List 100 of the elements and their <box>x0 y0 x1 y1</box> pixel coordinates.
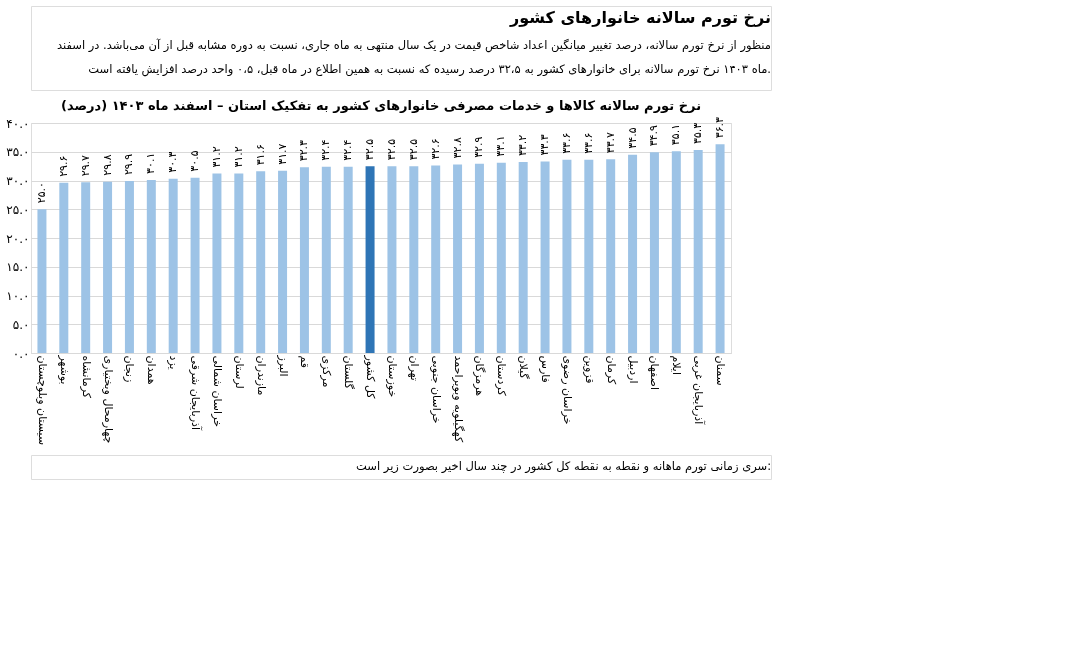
x-tick-label: ایلام <box>670 355 684 375</box>
bar <box>299 167 309 353</box>
data-label: ۳۳.۲ <box>516 134 530 157</box>
y-tick-label: ۱۰.۰ <box>6 289 30 303</box>
chart-subtitle: نرخ تورم سالانه کالاها و خدمات مصرفی خانوارهای کشور به تفکیک استان – اسفند ماه ۱۴۰۳ (درصد) <box>60 98 702 114</box>
data-label: ۳۰.۱ <box>144 152 158 174</box>
y-tick-label: ۰.۰ <box>12 346 30 361</box>
x-tick-label: قم <box>298 355 312 369</box>
data-label: ۳۴.۵ <box>625 127 639 149</box>
data-label: ۳۱.۲ <box>231 146 245 168</box>
x-tick-label: سیستان وبلوچستان <box>35 355 49 446</box>
data-label: ۳۱.۷ <box>275 143 289 165</box>
x-tick-label: لرستان <box>232 355 246 389</box>
data-label: ۳۳.۷ <box>603 131 617 154</box>
bar <box>365 166 375 353</box>
x-tick-label: هرمزگان <box>473 355 487 397</box>
bar <box>453 164 463 353</box>
data-label: ۲۵.۰ <box>34 182 48 204</box>
data-label: ۳۳.۶ <box>559 132 573 154</box>
data-label: ۳۲.۸ <box>450 137 464 159</box>
data-label: ۳۲.۶ <box>428 138 442 160</box>
x-tick-label: بوشهر <box>57 354 71 385</box>
bar <box>649 152 659 353</box>
x-tick-label: کهگیلویه وبویراحمد <box>451 355 465 443</box>
y-tick-label: ۵.۰ <box>12 317 30 332</box>
bar <box>431 165 441 353</box>
y-tick-label: ۴۰.۰ <box>6 116 30 131</box>
x-tick-label: سمنان <box>714 355 728 386</box>
x-tick-label: مرکزی <box>320 355 334 388</box>
y-tick-label: ۳۵.۰ <box>6 145 30 160</box>
bar <box>715 144 725 353</box>
x-tick-label: اردبیل <box>626 355 640 384</box>
bar <box>212 173 222 353</box>
text: سری زمانی تورم ماهانه و نقطه به نقطه کل کشور در چند سال اخیر بصورت زیر است: <box>356 459 771 474</box>
x-tick-label: البرز <box>276 354 290 377</box>
y-tick-label: ۲۵.۰ <box>6 202 30 217</box>
x-tick-label: کردستان <box>495 355 509 397</box>
data-label: ۳۰.۵ <box>188 150 202 172</box>
x-tick-label: تهران <box>407 355 421 381</box>
bar <box>693 150 703 353</box>
bar <box>628 154 638 353</box>
bar <box>584 159 594 353</box>
data-label: ۳۲.۹ <box>472 136 486 158</box>
bar <box>103 181 113 353</box>
data-label: ۳۲.۵ <box>363 138 377 161</box>
x-tick-label: کل کشور <box>364 354 378 400</box>
data-label: ۳۱.۶ <box>253 144 267 166</box>
data-label: ۳۵.۳ <box>691 122 705 145</box>
bar <box>168 178 178 353</box>
data-label: ۲۹.۷ <box>78 154 92 177</box>
x-tick-label: اصفهان <box>648 355 662 390</box>
bar <box>562 159 572 353</box>
chart-title: نرخ تورم سالانه خانوارهای کشور <box>509 8 771 27</box>
data-label: ۳۳.۶ <box>581 132 595 154</box>
data-label: ۳۲.۵ <box>406 138 420 161</box>
bar <box>81 182 91 353</box>
x-tick-label: آذربایجان غربی <box>692 355 707 426</box>
bar <box>387 166 397 353</box>
bar <box>606 159 616 353</box>
x-tick-label: کرمانشاه <box>79 355 93 399</box>
data-label: ۳۱.۲ <box>209 146 223 168</box>
x-tick-label: خوزستان <box>385 355 399 398</box>
data-label: ۳۲.۴ <box>341 139 355 161</box>
x-tick-label: مازندران <box>254 355 268 396</box>
bar <box>474 163 484 353</box>
data-label: ۲۹.۸ <box>100 154 114 176</box>
data-label: ۲۹.۶ <box>56 155 70 177</box>
bar <box>321 166 331 353</box>
x-tick-label: آذربایجان شرقی <box>189 355 204 431</box>
x-tick-label: خراسان شمالی <box>210 355 224 428</box>
x-tick-label: چهارمحال وبختیاری <box>101 355 115 444</box>
x-tick-label: همدان <box>145 355 159 385</box>
bar <box>124 181 134 353</box>
text: منظور از نرخ تورم سالانه، درصد تغییر میانگین اعداد شاخص قیمت در یک سال منتهی به ماه جاری، نسبت به دوره مشابه قبل از آن می‌باشد. در اسفند <box>56 38 771 53</box>
x-tick-label: قزوین <box>582 355 596 384</box>
bar <box>343 166 353 353</box>
x-tick-label: فارس <box>539 355 553 383</box>
data-label: ۳۲.۴ <box>319 139 333 161</box>
bar <box>256 171 266 353</box>
bar <box>146 179 156 353</box>
x-tick-label: کرمان <box>604 355 618 385</box>
text: ماه ۱۴۰۳ نرخ تورم سالانه برای خانوارهای کشور به ۳۲،۵ درصد رسیده که نسبت به همین اطلاع در ماه قبل، ۰،۵ واحد درصد افزایش یافته است. <box>88 62 771 77</box>
x-tick-label: گیلان <box>517 355 531 380</box>
bar <box>59 182 69 353</box>
y-tick-label: ۲۰.۰ <box>6 231 30 246</box>
data-label: ۳۲.۵ <box>384 138 398 161</box>
bar <box>540 161 550 353</box>
x-tick-label: گلستان <box>342 355 356 390</box>
data-label: ۳۰.۳ <box>166 151 180 173</box>
data-label: ۳۶.۳ <box>713 116 727 139</box>
bar <box>37 209 47 353</box>
y-tick-label: ۱۵.۰ <box>6 260 30 275</box>
data-label: ۳۳.۱ <box>494 135 508 157</box>
y-tick-label: ۳۰.۰ <box>6 174 30 188</box>
x-tick-label: زنجان <box>123 355 137 383</box>
bar <box>278 170 288 353</box>
bar <box>234 173 244 353</box>
data-label: ۳۵.۱ <box>669 123 683 146</box>
x-tick-label: خراسان جنوبی <box>429 355 443 424</box>
bar <box>518 162 528 353</box>
